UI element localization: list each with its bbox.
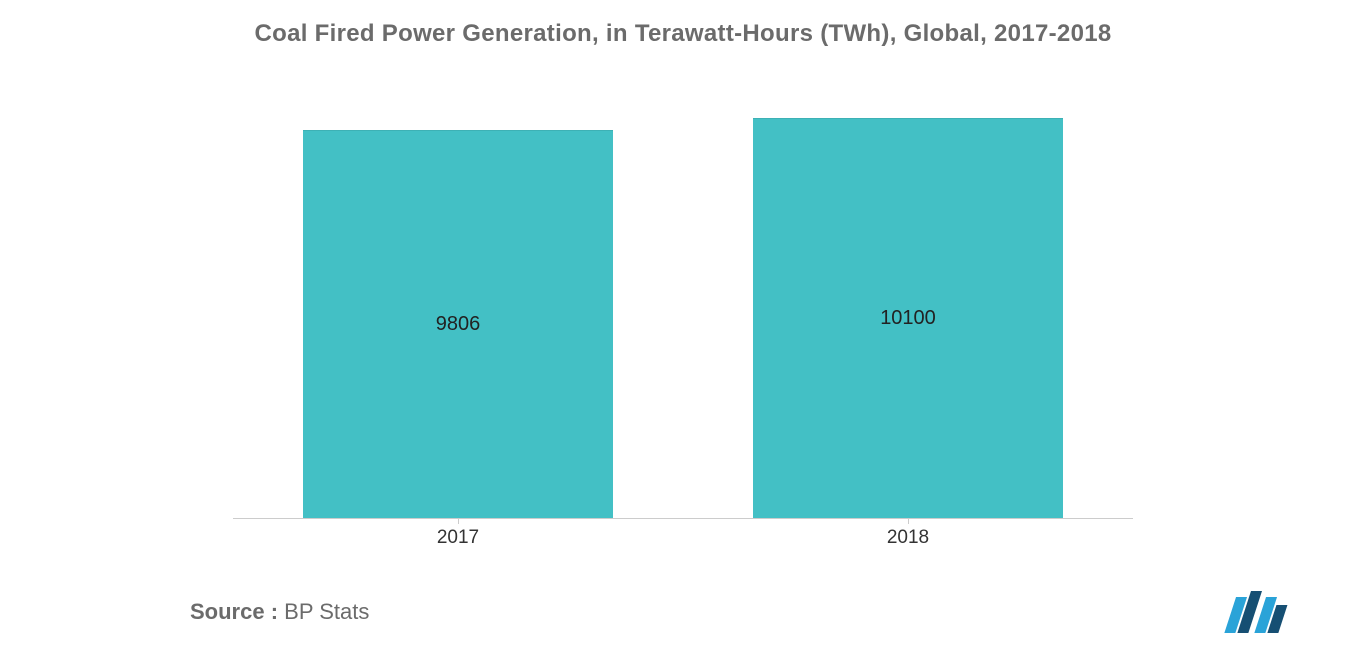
bar-value-1: 10100 xyxy=(880,307,936,330)
x-label-0: 2017 xyxy=(303,527,613,549)
bar-1: 10100 xyxy=(753,118,1063,518)
logo-icon xyxy=(1224,591,1296,633)
bar-value-0: 9806 xyxy=(436,313,481,336)
x-tick-0 xyxy=(458,518,459,524)
source-value: BP Stats xyxy=(278,599,369,624)
source-citation: Source : BP Stats xyxy=(190,599,369,625)
x-tick-1 xyxy=(908,518,909,524)
bar-group-1: 10100 xyxy=(753,118,1063,518)
x-axis-labels: 2017 2018 xyxy=(0,527,1366,549)
chart-plot-area: 9806 10100 xyxy=(0,88,1366,518)
x-axis-line xyxy=(233,518,1133,519)
brand-logo xyxy=(1224,591,1296,633)
bar-group-0: 9806 xyxy=(303,130,613,518)
chart-title: Coal Fired Power Generation, in Terawatt… xyxy=(0,0,1366,58)
bar-0: 9806 xyxy=(303,130,613,518)
x-label-1: 2018 xyxy=(753,527,1063,549)
source-label: Source : xyxy=(190,599,278,624)
